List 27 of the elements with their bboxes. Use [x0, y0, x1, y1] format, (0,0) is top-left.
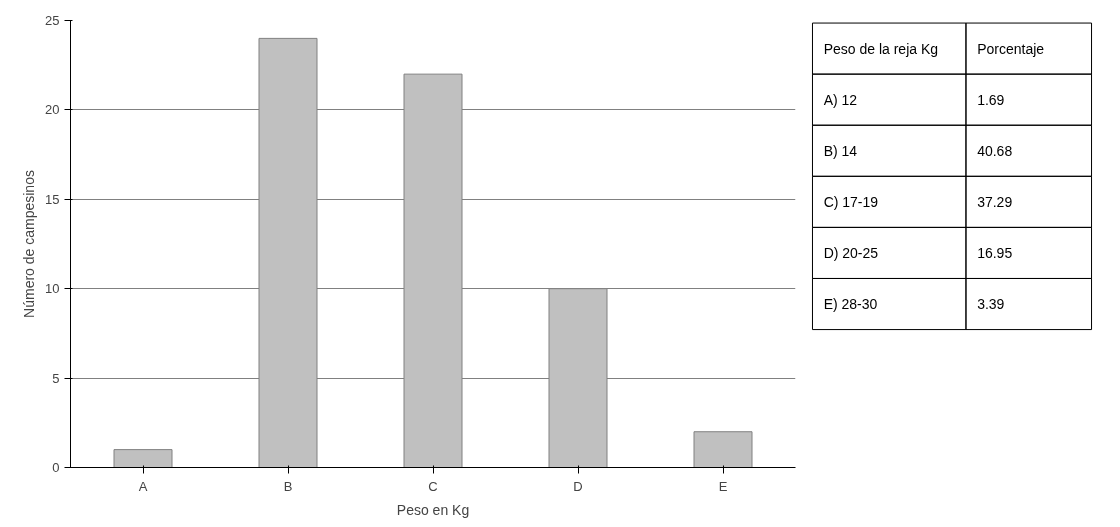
x-tick-label: C	[428, 478, 438, 494]
text: B) 14	[823, 142, 858, 159]
y-tick-label: 25	[45, 13, 60, 28]
text: 3.39	[977, 296, 1005, 313]
y-tick-label: 20	[45, 102, 60, 118]
bar	[113, 449, 173, 468]
bar	[693, 431, 753, 468]
text: Porcentaje	[977, 40, 1045, 57]
y-tick-label: 15	[45, 191, 60, 207]
x-tick-label: D	[573, 478, 583, 494]
text: A) 12	[823, 91, 858, 108]
x-tick-label: E	[718, 478, 728, 494]
x-tick-label: A	[138, 478, 148, 494]
x-axis-title: Peso en Kg	[396, 501, 470, 518]
text: Peso de la reja Kg	[823, 40, 939, 57]
text: C) 17-19	[823, 193, 879, 210]
text: 40.68	[977, 142, 1013, 159]
text: D) 20-25	[823, 244, 879, 261]
y-tick-label: 0	[52, 460, 60, 475]
text: 16.95	[977, 244, 1013, 261]
y-axis-title: Número de campesinos	[21, 170, 38, 318]
x-tick-label: B	[283, 478, 293, 494]
text: 1.69	[977, 91, 1005, 108]
text: E) 28-30	[823, 296, 878, 313]
text: 37.29	[977, 193, 1013, 210]
y-tick-label: 5	[52, 370, 60, 386]
y-tick-label: 10	[45, 281, 60, 297]
